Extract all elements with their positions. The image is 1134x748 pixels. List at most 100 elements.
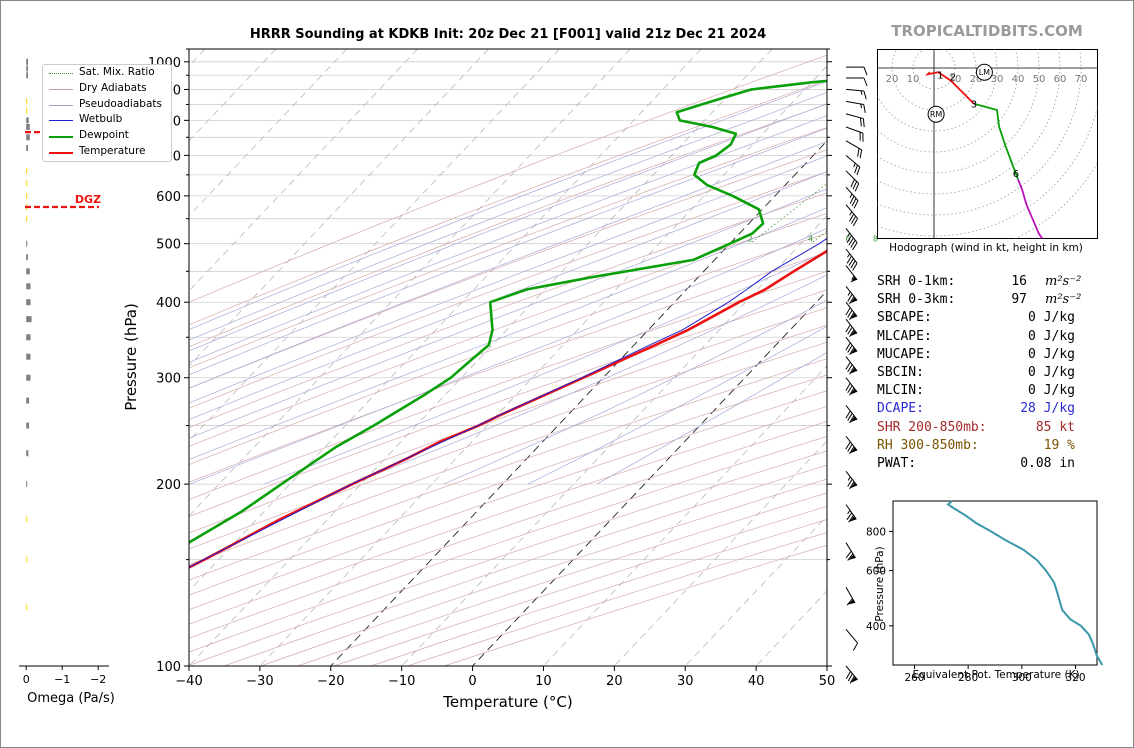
dry-adiabat — [189, 232, 827, 465]
pseudoadiabat — [189, 171, 827, 420]
barb-full — [845, 307, 851, 316]
pseudoadiabat — [189, 127, 827, 376]
stat-key: MLCAPE: — [877, 328, 932, 344]
stat-value: 0 J/kg — [1028, 310, 1075, 326]
hodo-ring-label: 40 — [1012, 74, 1025, 85]
hodo-trace — [924, 71, 975, 105]
barb-shaft — [845, 665, 858, 681]
barb-full — [846, 598, 853, 606]
figure-title: HRRR Sounding at KDKB Init: 20z Dec 21 [… — [249, 27, 767, 42]
hodo-trace — [973, 102, 1019, 180]
wind-barb — [845, 155, 861, 176]
barb-full — [847, 309, 853, 318]
barb-full — [847, 478, 853, 487]
stat-value: 16 — [1011, 274, 1027, 289]
barb-full — [845, 361, 851, 370]
y-tick-label: 600 — [156, 190, 181, 205]
isotherm — [189, 49, 702, 592]
barb-full — [845, 342, 851, 351]
omega-bar — [26, 107, 28, 114]
wind-barb — [845, 377, 858, 396]
barb-full — [849, 366, 855, 375]
barb-flag — [850, 313, 858, 320]
dry-adiabat — [444, 544, 827, 666]
barb-flag — [850, 482, 858, 489]
barb-full — [846, 255, 852, 264]
mixing-ratio-label: 6 — [845, 235, 850, 244]
barb-half — [847, 510, 851, 515]
barb-full — [847, 385, 853, 394]
dry-adiabat — [189, 149, 827, 389]
dry-adiabat — [189, 252, 827, 483]
hodo-height-label: 1 — [937, 70, 943, 81]
stat-key: PWAT: — [877, 455, 917, 471]
barb-full — [848, 514, 854, 523]
skewt-frame — [188, 48, 828, 667]
dry-adiabat — [223, 464, 827, 666]
y-tick-label: 300 — [156, 372, 181, 387]
barb-half — [847, 253, 851, 258]
isotherm — [543, 365, 827, 666]
x-tick-label: 40 — [748, 674, 765, 689]
hodograph-title: Hodograph (wind in kt, height in km) — [889, 242, 1083, 254]
barb-full — [849, 312, 855, 320]
barb-full — [852, 181, 858, 190]
barb-half — [851, 275, 855, 280]
hodo-ring-label: 10 — [949, 74, 962, 85]
omega-bar — [26, 72, 28, 79]
wind-barb — [846, 77, 868, 87]
barb-full — [850, 179, 855, 188]
barb-full — [862, 133, 864, 142]
omega-bar — [26, 334, 31, 341]
hodo-ring-label: 70 — [1075, 74, 1088, 85]
stat-key: RH 300-850mb: — [877, 437, 979, 453]
barb-shaft — [845, 100, 864, 106]
barb-shaft — [845, 470, 858, 486]
barb-shaft — [845, 318, 858, 334]
stat-row: SHR 200-850mb: 85 kt — [877, 419, 1107, 437]
pseudoadiabat — [189, 80, 827, 331]
theta-e-xtick-label: 320 — [1066, 672, 1086, 684]
omega-bar — [26, 117, 29, 124]
hodo-height-label: 6 — [1013, 169, 1019, 180]
y-tick-label: 400 — [156, 296, 181, 311]
brand-watermark: TROPICALTIDBITS.COM — [891, 22, 1083, 40]
barb-full — [846, 235, 852, 244]
barb-shaft — [845, 587, 856, 604]
omega-bar — [26, 145, 28, 152]
barb-shaft — [845, 405, 858, 420]
barb-half — [860, 103, 863, 109]
stat-value: 28 J/kg — [1020, 401, 1075, 417]
omega-bar — [26, 98, 28, 105]
barb-full — [852, 218, 859, 227]
barb-full — [845, 324, 851, 333]
wind-barb — [845, 88, 867, 100]
legend-item-wetbulb: Wetbulb — [43, 112, 171, 128]
barb-shaft — [845, 336, 858, 352]
barb-half — [847, 476, 851, 481]
barb-full — [849, 675, 855, 684]
barb-full — [847, 293, 853, 302]
dry-adiabat — [189, 435, 827, 653]
legend-item-pseudoadiabats: Pseudoadiabats — [43, 97, 171, 113]
theta-e-xtick-label: 280 — [958, 672, 978, 684]
wind-barb — [845, 285, 858, 305]
x-tick-label: −40 — [175, 674, 202, 689]
barb-full — [849, 347, 855, 356]
dry-adiabat — [189, 54, 827, 303]
x-tick-label: 50 — [819, 674, 836, 689]
stat-value: 97 — [1011, 292, 1027, 308]
x-tick-label: −10 — [388, 674, 415, 689]
isotherm — [259, 65, 827, 666]
theta-e-panel: 260 280 300 320 400 600 800 — [866, 500, 1104, 684]
pseudoadiabat — [263, 250, 827, 485]
barb-shaft — [845, 285, 858, 301]
theta-e-ytick-label: 400 — [866, 621, 886, 633]
x-tick-label: −20 — [317, 674, 344, 689]
barb-full — [863, 104, 866, 114]
barb-full — [852, 262, 858, 271]
dry-adiabat — [297, 492, 827, 666]
dry-adiabat — [334, 505, 827, 666]
stat-row: DCAPE: 28 J/kg — [877, 400, 1107, 418]
dry-adiabat — [189, 421, 827, 639]
